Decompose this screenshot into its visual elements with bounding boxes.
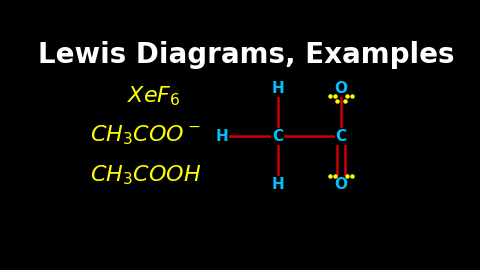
- Text: C: C: [272, 129, 283, 144]
- Text: H: H: [216, 129, 228, 144]
- Text: Lewis Diagrams, Examples: Lewis Diagrams, Examples: [38, 41, 454, 69]
- Text: $\mathit{CH}_3\mathit{COOH}$: $\mathit{CH}_3\mathit{COOH}$: [90, 163, 201, 187]
- Text: $\mathit{XeF}_6$: $\mathit{XeF}_6$: [127, 84, 180, 108]
- Text: O: O: [335, 177, 348, 192]
- Text: H: H: [271, 177, 284, 192]
- Text: H: H: [271, 81, 284, 96]
- Text: O: O: [335, 81, 348, 96]
- Text: C: C: [336, 129, 347, 144]
- Text: $\mathit{CH}_3\mathit{COO}^-$: $\mathit{CH}_3\mathit{COO}^-$: [90, 123, 201, 147]
